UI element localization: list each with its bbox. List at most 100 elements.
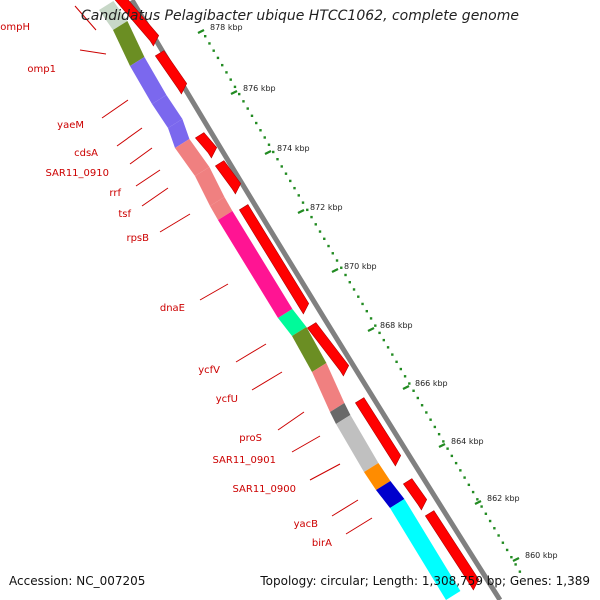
cds-arrow <box>214 160 242 195</box>
scale-ticks: 878 kbp 876 kbp 874 kbp 872 kbp 870 kbp 868 k… <box>197 23 558 562</box>
gene-leader-line <box>199 283 229 301</box>
gene-block <box>364 463 391 490</box>
scale-dot <box>412 389 415 392</box>
scale-dot <box>340 266 343 269</box>
gene-leader-line <box>291 435 321 453</box>
scale-dot <box>229 78 232 81</box>
tick-label: 866 kbp <box>415 379 448 388</box>
scale-dot <box>293 186 296 190</box>
gene-leader-line <box>129 147 153 165</box>
tick-mark <box>474 500 482 505</box>
tick-mark <box>230 90 238 95</box>
tick-mark <box>331 268 339 273</box>
scale-dot <box>518 570 522 573</box>
genome-backbone <box>129 0 503 600</box>
scale-dot <box>327 244 330 248</box>
gene-block <box>376 481 405 508</box>
cds-arrow <box>424 510 480 591</box>
scale-dot <box>420 404 424 407</box>
tick-mark <box>367 327 375 332</box>
cds-arrow <box>154 50 188 95</box>
gene-leader-line <box>235 343 267 363</box>
gene-block <box>210 197 233 220</box>
scale-dot <box>259 129 262 132</box>
scale-dot <box>433 425 437 429</box>
scale-dot <box>454 461 458 465</box>
gene-label: SAR11_0901 <box>213 455 277 466</box>
scale-dot <box>331 252 334 255</box>
accession-text: Accession: NC_007205 <box>9 574 146 588</box>
gene-leader-line <box>141 187 169 207</box>
scale-dot <box>378 331 381 335</box>
tick-label: 876 kbp <box>243 84 276 93</box>
scale-dot <box>221 63 224 67</box>
gene-label: cdsA <box>74 148 98 159</box>
tick-mark <box>297 209 305 214</box>
cds-arrow <box>114 0 160 47</box>
scale-dot <box>242 100 245 103</box>
cds-arrow <box>194 132 218 159</box>
gene-block <box>330 403 351 424</box>
gene-block <box>175 139 210 176</box>
scale-dotted-line <box>204 35 522 573</box>
gene-label: omp1 <box>27 64 56 75</box>
gene-label: dnaE <box>160 303 185 314</box>
cds-arrow <box>354 397 402 467</box>
gene-leader-line <box>79 49 107 55</box>
scale-dot <box>493 527 496 530</box>
tick-label: 872 kbp <box>310 203 343 212</box>
gene-label: ompH <box>0 22 30 33</box>
scale-dot <box>246 107 249 110</box>
scale-dot <box>501 541 505 544</box>
scale-dot <box>497 534 500 537</box>
scale-dot <box>361 302 364 306</box>
scale-dot <box>318 230 322 233</box>
scale-dot <box>442 440 445 443</box>
scale-dot <box>233 85 237 89</box>
scale-dot <box>255 121 258 125</box>
gene-label: ycfU <box>216 394 238 405</box>
gene-block <box>113 21 145 66</box>
tick-label: 874 kbp <box>277 144 310 153</box>
scale-dot <box>463 476 466 479</box>
scale-dot <box>344 273 347 277</box>
scale-dot <box>216 56 220 60</box>
scale-dot <box>272 150 275 154</box>
gene-leader-line <box>331 499 359 517</box>
scale-dot <box>204 35 207 38</box>
scale-dot <box>208 42 211 45</box>
gene-leader-line <box>116 127 143 147</box>
gene-leader-line <box>159 213 191 233</box>
scale-dot <box>484 512 488 515</box>
gene-block <box>390 499 461 600</box>
gene-label: SAR11_0910 <box>46 168 110 179</box>
tick-label: 868 kbp <box>380 321 413 330</box>
cds-arrow <box>402 478 428 511</box>
scale-dot <box>437 432 441 436</box>
tick-label: 878 kbp <box>210 23 243 32</box>
topology-text: Topology: circular; Length: 1,308,759 bp… <box>260 574 590 588</box>
gene-leader-line <box>74 5 97 31</box>
scale-dot <box>348 281 351 284</box>
scale-dot <box>297 194 300 197</box>
gene-label: birA <box>312 538 332 549</box>
scale-dot <box>395 360 398 364</box>
scale-dot <box>382 338 386 342</box>
scale-dot <box>280 165 283 168</box>
scale-dot <box>450 454 454 458</box>
gene-label: yaeM <box>57 120 84 131</box>
scale-dot <box>310 215 313 219</box>
gene-block <box>292 327 327 372</box>
tick-mark <box>197 29 205 34</box>
gene-block <box>152 95 183 128</box>
scale-dot <box>510 555 513 559</box>
gene-leader-line <box>101 99 129 119</box>
tick-mark <box>512 557 520 562</box>
gene-label: rpsB <box>126 233 149 244</box>
scale-dot <box>289 179 292 183</box>
tick-label: 860 kbp <box>525 551 558 560</box>
scale-dot <box>399 367 403 371</box>
scale-dot <box>471 490 475 494</box>
gene-leader-line <box>277 411 305 431</box>
